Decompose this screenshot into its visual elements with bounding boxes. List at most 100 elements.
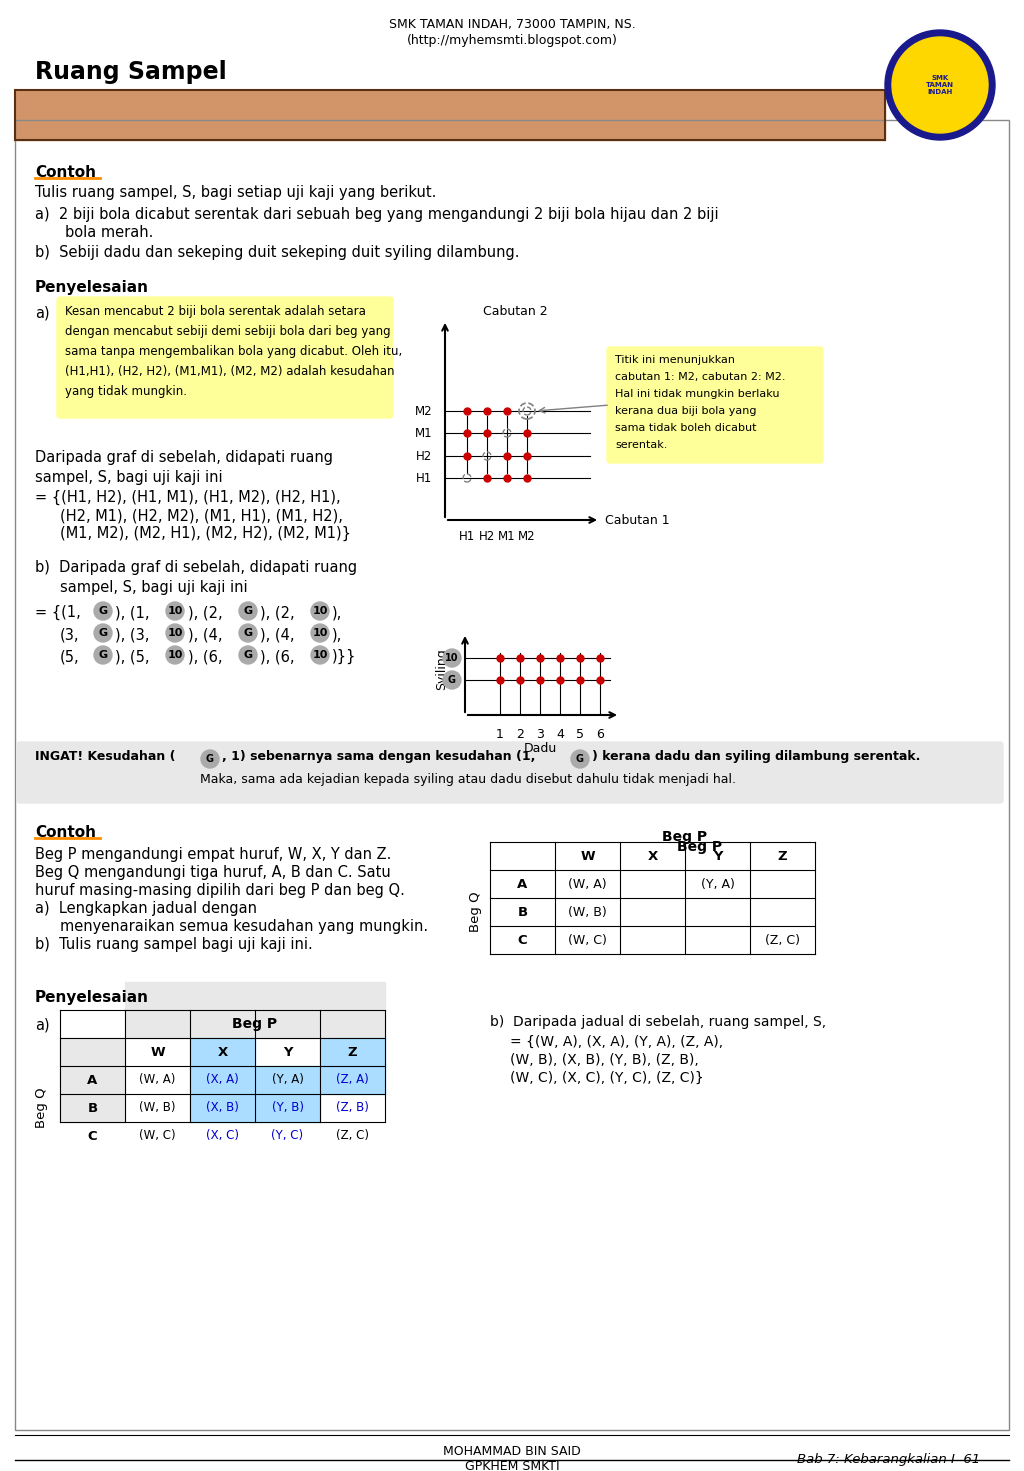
Text: 5: 5 xyxy=(575,728,584,741)
Text: ), (5,: ), (5, xyxy=(115,649,150,663)
Text: 10: 10 xyxy=(312,650,328,660)
Text: H1: H1 xyxy=(416,472,432,484)
Text: 4: 4 xyxy=(556,728,564,741)
Text: ), (6,: ), (6, xyxy=(260,649,295,663)
Circle shape xyxy=(311,624,329,641)
Text: yang tidak mungkin.: yang tidak mungkin. xyxy=(65,385,187,399)
Text: (Z, A): (Z, A) xyxy=(336,1074,369,1087)
Text: (Z, C): (Z, C) xyxy=(336,1130,369,1143)
Text: (X, A): (X, A) xyxy=(206,1074,239,1087)
Text: 10: 10 xyxy=(312,628,328,638)
Text: 2: 2 xyxy=(516,728,524,741)
Text: (http://myhemsmti.blogspot.com): (http://myhemsmti.blogspot.com) xyxy=(407,34,617,47)
Text: (Z, C): (Z, C) xyxy=(765,934,800,946)
Text: G: G xyxy=(98,628,108,638)
Text: , 1) sebenarnya sama dengan kesudahan (1,: , 1) sebenarnya sama dengan kesudahan (1… xyxy=(222,750,536,763)
Text: 10: 10 xyxy=(167,606,182,616)
Text: (W, B), (X, B), (Y, B), (Z, B),: (W, B), (X, B), (Y, B), (Z, B), xyxy=(510,1053,698,1066)
Text: W: W xyxy=(151,1046,165,1059)
Text: Contoh: Contoh xyxy=(35,165,96,179)
Bar xyxy=(255,1011,319,1039)
Text: dengan mencabut sebiji demi sebiji bola dari beg yang: dengan mencabut sebiji demi sebiji bola … xyxy=(65,325,390,338)
Text: = {(1,: = {(1, xyxy=(35,605,81,621)
Text: ), (4,: ), (4, xyxy=(260,627,295,641)
Text: (Y, A): (Y, A) xyxy=(700,878,734,890)
Bar xyxy=(319,1066,385,1094)
Text: Kesan mencabut 2 biji bola serentak adalah setara: Kesan mencabut 2 biji bola serentak adal… xyxy=(65,304,366,318)
Bar xyxy=(15,121,1009,1430)
Text: M1: M1 xyxy=(415,427,432,440)
Text: 10: 10 xyxy=(167,628,182,638)
Text: a)  Lengkapkan jadual dengan: a) Lengkapkan jadual dengan xyxy=(35,902,257,916)
Text: W: W xyxy=(581,849,595,862)
Text: sama tidak boleh dicabut: sama tidak boleh dicabut xyxy=(615,424,757,432)
Text: (X, B): (X, B) xyxy=(206,1102,239,1115)
Circle shape xyxy=(201,750,219,768)
Text: (H2, M1), (H2, M2), (M1, H1), (M1, H2),: (H2, M1), (H2, M2), (M1, H1), (M1, H2), xyxy=(60,507,343,524)
Circle shape xyxy=(443,671,461,688)
Text: (Y, B): (Y, B) xyxy=(271,1102,303,1115)
Text: 6: 6 xyxy=(596,728,604,741)
Text: (Z, B): (Z, B) xyxy=(336,1102,369,1115)
Text: ) kerana dadu dan syiling dilambung serentak.: ) kerana dadu dan syiling dilambung sere… xyxy=(592,750,921,763)
Text: Beg Q mengandungi tiga huruf, A, B dan C. Satu: Beg Q mengandungi tiga huruf, A, B dan C… xyxy=(35,865,391,880)
Text: Contoh: Contoh xyxy=(35,825,96,840)
Text: Tulis ruang sampel, S, bagi setiap uji kaji yang berikut.: Tulis ruang sampel, S, bagi setiap uji k… xyxy=(35,185,436,200)
Text: C: C xyxy=(518,934,527,946)
Circle shape xyxy=(885,29,995,140)
Text: Beg P: Beg P xyxy=(663,830,708,844)
Bar xyxy=(255,1094,319,1122)
Text: 1: 1 xyxy=(496,728,504,741)
Text: Dadu: Dadu xyxy=(523,741,557,755)
Text: Bab 7: Kebarangkalian I  61: Bab 7: Kebarangkalian I 61 xyxy=(797,1453,980,1467)
Text: Cabutan 2: Cabutan 2 xyxy=(482,304,547,318)
Text: Daripada graf di sebelah, didapati ruang: Daripada graf di sebelah, didapati ruang xyxy=(35,450,333,465)
Text: (W, C), (X, C), (Y, C), (Z, C)}: (W, C), (X, C), (Y, C), (Z, C)} xyxy=(510,1071,703,1086)
Text: H2: H2 xyxy=(479,530,496,543)
Circle shape xyxy=(239,602,257,619)
Text: C: C xyxy=(88,1130,97,1143)
Text: bola merah.: bola merah. xyxy=(65,225,154,240)
Bar xyxy=(190,1039,255,1066)
Circle shape xyxy=(94,646,112,663)
Text: 10: 10 xyxy=(445,653,459,663)
Bar xyxy=(255,1066,319,1094)
Bar xyxy=(15,90,885,140)
Text: = {(W, A), (X, A), (Y, A), (Z, A),: = {(W, A), (X, A), (Y, A), (Z, A), xyxy=(510,1036,723,1049)
Text: (W, B): (W, B) xyxy=(139,1102,176,1115)
Text: H1: H1 xyxy=(459,530,475,543)
Text: ), (2,: ), (2, xyxy=(260,605,295,619)
Circle shape xyxy=(571,750,589,768)
Text: G: G xyxy=(449,675,456,685)
Text: serentak.: serentak. xyxy=(615,440,668,450)
Text: SMK TAMAN INDAH, 73000 TAMPIN, NS.: SMK TAMAN INDAH, 73000 TAMPIN, NS. xyxy=(389,18,635,31)
Bar xyxy=(319,1039,385,1066)
Text: SMK
TAMAN
INDAH: SMK TAMAN INDAH xyxy=(926,75,954,96)
Text: INGAT! Kesudahan (: INGAT! Kesudahan ( xyxy=(35,750,175,763)
Text: (Y, A): (Y, A) xyxy=(271,1074,303,1087)
Text: ), (4,: ), (4, xyxy=(188,627,222,641)
Circle shape xyxy=(239,646,257,663)
Text: G: G xyxy=(98,606,108,616)
Bar xyxy=(60,1094,125,1122)
Bar xyxy=(60,1039,125,1066)
Bar xyxy=(125,983,385,1011)
Text: 10: 10 xyxy=(167,650,182,660)
Text: a): a) xyxy=(35,1018,49,1033)
Circle shape xyxy=(443,649,461,666)
Text: huruf masing-masing dipilih dari beg P dan beg Q.: huruf masing-masing dipilih dari beg P d… xyxy=(35,883,404,897)
Text: X: X xyxy=(217,1046,227,1059)
Text: (W, C): (W, C) xyxy=(568,934,607,946)
Text: ), (2,: ), (2, xyxy=(188,605,222,619)
Text: G: G xyxy=(244,606,253,616)
Text: H2: H2 xyxy=(416,450,432,462)
Text: b)  Sebiji dadu dan sekeping duit sekeping duit syiling dilambung.: b) Sebiji dadu dan sekeping duit sekepin… xyxy=(35,246,519,260)
Text: A: A xyxy=(87,1074,97,1087)
Text: (M1, M2), (M2, H1), (M2, H2), (M2, M1)}: (M1, M2), (M2, H1), (M2, H2), (M2, M1)} xyxy=(60,527,351,541)
Text: ),: ), xyxy=(332,627,342,641)
Bar xyxy=(125,1011,190,1039)
Circle shape xyxy=(166,602,184,619)
Text: sama tanpa mengembalikan bola yang dicabut. Oleh itu,: sama tanpa mengembalikan bola yang dicab… xyxy=(65,346,402,357)
Bar xyxy=(60,1066,125,1094)
Text: 10: 10 xyxy=(312,606,328,616)
